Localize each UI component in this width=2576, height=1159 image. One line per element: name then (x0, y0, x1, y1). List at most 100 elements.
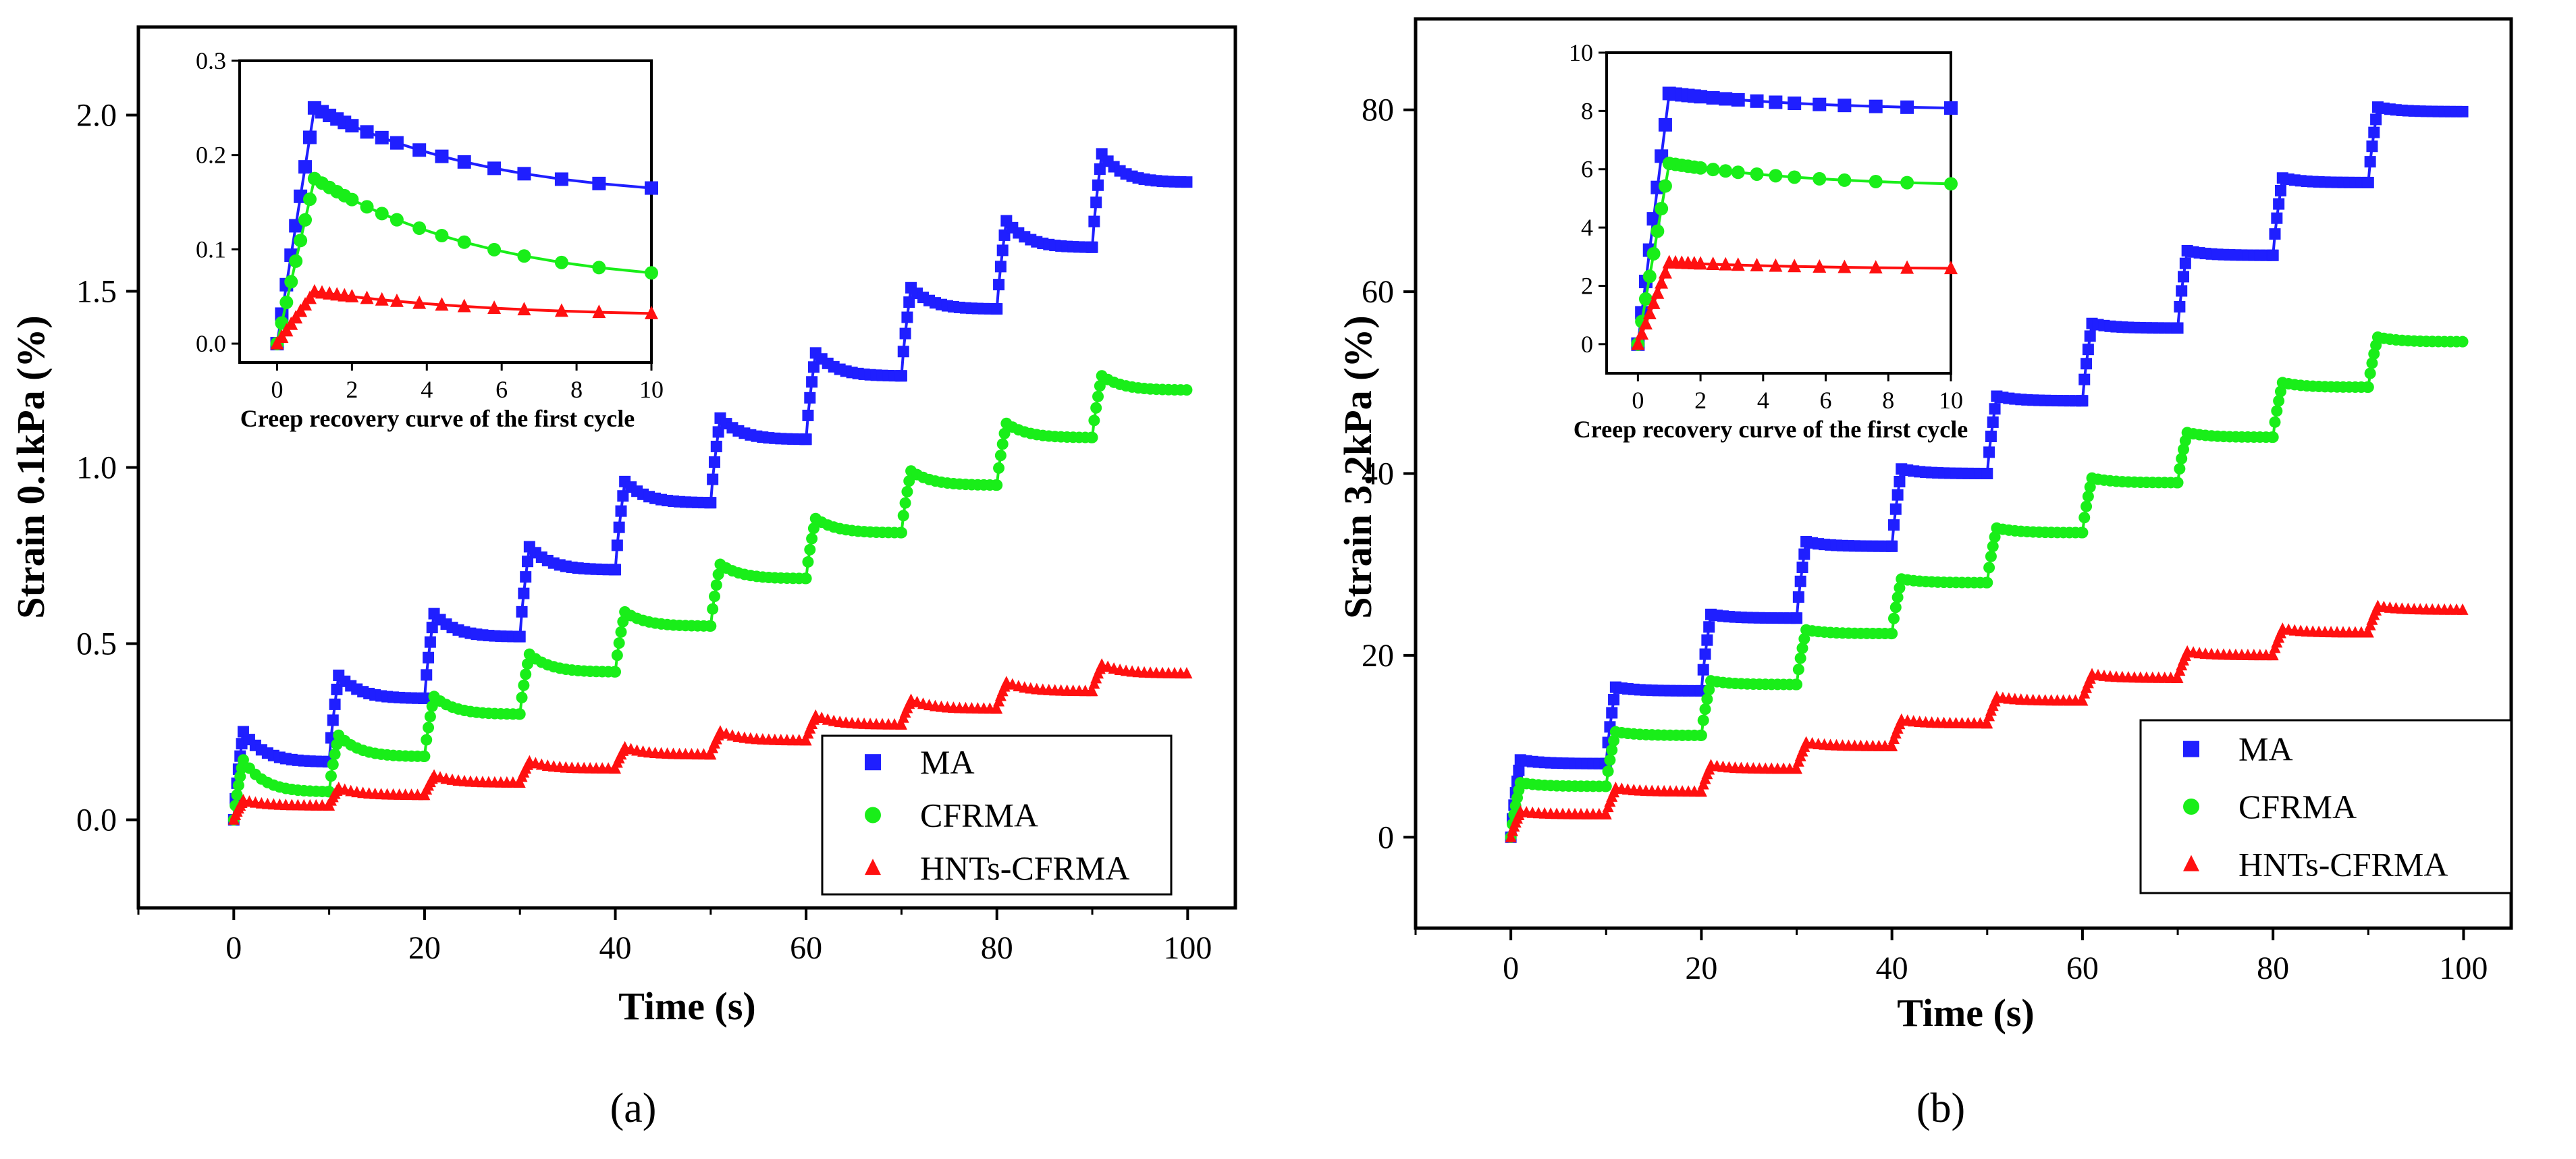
inset-data-point (1769, 169, 1783, 183)
inset-y-tick-label: 4 (1581, 214, 1593, 241)
inset-x-tick-label: 8 (570, 376, 583, 403)
legend-marker (2183, 740, 2199, 757)
inset-data-point (517, 249, 531, 263)
data-point (899, 497, 911, 509)
y-tick-label: 2.0 (76, 98, 117, 134)
inset-data-point (1788, 97, 1802, 111)
data-point (2172, 671, 2184, 683)
series-hnts-cfrma (227, 658, 1193, 825)
inset-data-point (345, 192, 359, 207)
data-point (1699, 703, 1711, 716)
data-point (800, 572, 812, 585)
inset-y-tick-label: 10 (1569, 39, 1593, 66)
data-point (1697, 714, 1709, 726)
legend-label: HNTs-CFRMA (920, 849, 1129, 887)
inset-x-tick-label: 0 (1632, 387, 1644, 414)
data-point (1096, 658, 1108, 670)
legend-marker (865, 859, 881, 875)
data-point (1796, 642, 1808, 654)
inset-series-ma (270, 101, 658, 351)
data-point (2457, 335, 2469, 348)
inset-data-point (1646, 212, 1661, 226)
legend-box (2139, 719, 2513, 894)
data-point (231, 789, 243, 801)
inset-data-point (294, 234, 308, 248)
data-point (1699, 648, 1711, 660)
data-point (1600, 780, 1612, 792)
legend-label: CFRMA (920, 797, 1038, 834)
data-point (895, 527, 907, 539)
x-tick-label: 40 (1876, 950, 1908, 986)
inset-data-point (1750, 94, 1764, 108)
data-point (514, 630, 526, 643)
data-point (710, 579, 722, 591)
inset-data-point (412, 143, 427, 157)
inset-data-point (360, 290, 374, 304)
data-point (421, 669, 433, 681)
x-tick-label: 80 (981, 930, 1013, 966)
data-point (1791, 612, 1803, 624)
data-point (1090, 402, 1102, 414)
data-point (2178, 271, 2190, 283)
inset-data-point (435, 229, 449, 243)
inset-data-point (1719, 92, 1733, 106)
inset-data-point (298, 213, 313, 227)
data-point (1794, 575, 1806, 587)
data-point (899, 327, 911, 340)
data-point (327, 714, 339, 726)
data-point (802, 556, 814, 568)
inset-data-point (1837, 99, 1852, 113)
data-point (1703, 621, 1715, 633)
inset-y-tick-label: 0.1 (196, 236, 226, 263)
data-point (2274, 184, 2286, 196)
data-point (1602, 765, 1614, 778)
inset-data-point (1694, 161, 1708, 175)
y-axis-title: Strain 3.2kPa (%) (1336, 315, 1380, 619)
inset-data-point (1750, 167, 1764, 181)
data-point (516, 691, 528, 703)
data-point (1794, 652, 1806, 664)
data-point (2370, 113, 2382, 126)
data-point (520, 571, 532, 583)
data-point (901, 311, 913, 323)
legend-label: CFRMA (2238, 788, 2357, 826)
data-point (1695, 729, 1707, 741)
data-point (329, 748, 341, 760)
inset-data-point (302, 192, 317, 207)
data-point (1088, 215, 1100, 227)
data-point (2457, 603, 2469, 615)
panel-label: (b) (1916, 1085, 1965, 1131)
data-point (1181, 667, 1193, 679)
inset-data-point (1642, 306, 1657, 320)
x-tick-label: 40 (599, 930, 632, 966)
inset-data-point (487, 161, 502, 176)
legend-marker (2183, 855, 2199, 871)
inset-data-point (375, 207, 389, 221)
x-tick-label: 20 (408, 930, 441, 966)
data-point (804, 392, 816, 404)
x-tick-label: 20 (1685, 950, 1717, 986)
data-point (1703, 684, 1715, 696)
inset-data-point (1706, 163, 1720, 177)
data-point (1092, 179, 1104, 191)
inset-data-point (1944, 177, 1958, 191)
data-point (705, 620, 717, 632)
data-point (993, 279, 1005, 291)
inset-caption: Creep recovery curve of the first cycle (1574, 416, 1968, 443)
data-point (2271, 405, 2283, 417)
data-point (707, 603, 719, 615)
x-tick-label: 60 (2066, 950, 2099, 986)
inset-data-point (1788, 259, 1802, 273)
inset-data-point (1655, 202, 1669, 216)
data-point (1606, 707, 1618, 719)
data-point (897, 510, 909, 522)
data-point (610, 666, 622, 678)
data-point (802, 409, 814, 421)
series-cfrma (227, 370, 1193, 826)
data-point (2457, 105, 2469, 117)
inset-data-point (554, 172, 568, 186)
data-point (2176, 285, 2188, 297)
inset-data-point (1944, 261, 1958, 275)
data-point (232, 780, 244, 792)
